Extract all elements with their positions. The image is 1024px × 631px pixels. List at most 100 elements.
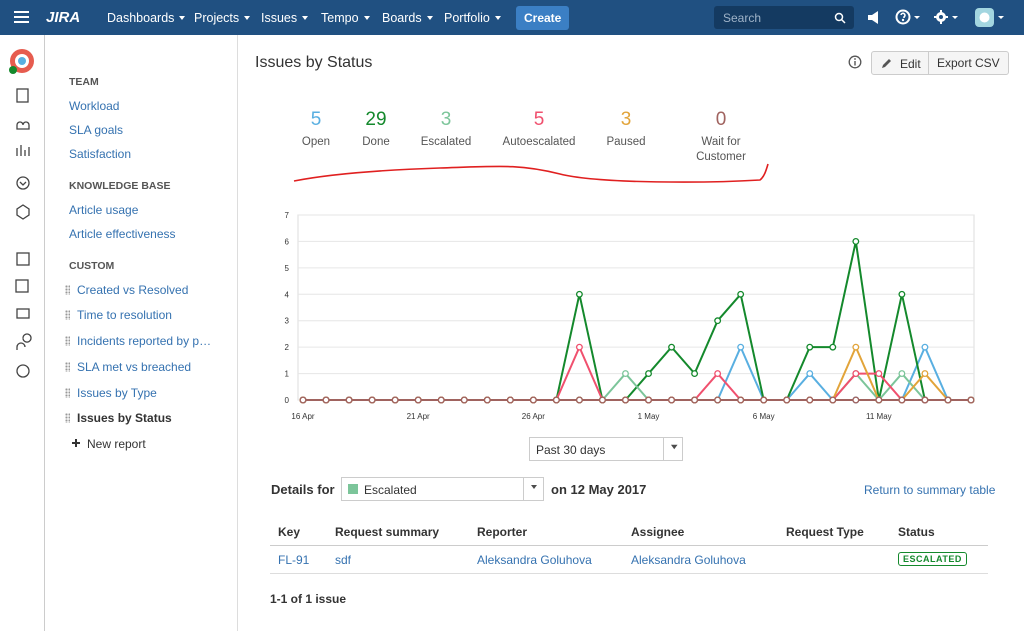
data-point bbox=[737, 290, 745, 298]
report-link[interactable]: Created vs Resolved bbox=[77, 283, 189, 297]
column-header: Key bbox=[278, 525, 301, 539]
x-tick-label: 1 May bbox=[638, 412, 660, 421]
info-icon[interactable] bbox=[848, 55, 862, 69]
summary-label: Open bbox=[301, 136, 331, 148]
data-point bbox=[345, 396, 353, 404]
report-link-current[interactable]: Issues by Status bbox=[77, 411, 172, 425]
report-link[interactable]: Article effectiveness bbox=[69, 227, 176, 241]
data-point bbox=[714, 370, 722, 378]
return-link[interactable]: Return to summary table bbox=[864, 483, 996, 497]
settings-icon[interactable] bbox=[933, 9, 959, 26]
data-point bbox=[575, 343, 583, 351]
data-point bbox=[852, 396, 860, 404]
y-tick-label: 0 bbox=[285, 396, 290, 405]
new-report-link[interactable]: New report bbox=[87, 437, 146, 451]
status-lozenge: ESCALATED bbox=[898, 552, 967, 566]
report-link[interactable]: Incidents reported by p… bbox=[77, 334, 212, 348]
series-line bbox=[303, 372, 971, 402]
range-select[interactable]: Past 30 days bbox=[529, 437, 683, 461]
y-tick-label: 7 bbox=[285, 211, 290, 220]
data-point bbox=[829, 343, 837, 351]
line-chart: 0 1 2 3 4 5 6 7 16 Apr 21 Apr 26 Apr 1 May 6 May 11 M… bbox=[285, 211, 975, 421]
data-point bbox=[898, 370, 906, 378]
report-link[interactable]: Satisfaction bbox=[69, 147, 132, 161]
summary-label: Wait for Customer bbox=[696, 136, 746, 163]
logo[interactable]: JIRA bbox=[46, 9, 81, 26]
avatar[interactable] bbox=[974, 7, 1006, 28]
summary-count: 5 bbox=[310, 109, 322, 130]
data-point bbox=[368, 396, 376, 404]
request-summary[interactable]: sdf bbox=[335, 553, 352, 567]
data-point bbox=[460, 396, 468, 404]
assignee[interactable]: Aleksandra Goluhova bbox=[631, 553, 746, 567]
nav-link[interactable]: Boards bbox=[382, 11, 433, 25]
report-link[interactable]: SLA met vs breached bbox=[77, 360, 192, 374]
nav-icons[interactable] bbox=[14, 88, 32, 388]
data-point bbox=[806, 343, 814, 351]
data-point bbox=[299, 396, 307, 404]
data-point bbox=[921, 396, 929, 404]
data-point bbox=[921, 370, 929, 378]
search-box[interactable]: Search bbox=[714, 6, 854, 29]
menu-icon[interactable] bbox=[14, 11, 30, 24]
nav-link[interactable]: Dashboards bbox=[107, 11, 185, 25]
section-heading: KNOWLEDGE BASE bbox=[69, 180, 171, 192]
data-point bbox=[552, 396, 560, 404]
sidebar: TEAM Workload SLA goals Satisfaction KNO… bbox=[45, 35, 238, 631]
export-button[interactable]: Export CSV bbox=[928, 51, 1009, 75]
report-link[interactable]: Article usage bbox=[69, 203, 139, 217]
report-link[interactable]: Issues by Type bbox=[77, 386, 157, 400]
nav-link[interactable]: Projects bbox=[194, 11, 250, 25]
summary-label: Done bbox=[362, 136, 390, 148]
nav-link[interactable]: Issues bbox=[261, 11, 308, 25]
x-tick-label: 16 Apr bbox=[291, 412, 314, 421]
data-point bbox=[760, 396, 768, 404]
data-point bbox=[622, 370, 629, 378]
summary-count: 3 bbox=[440, 109, 452, 130]
data-point bbox=[875, 370, 883, 378]
data-point bbox=[691, 370, 699, 378]
edit-button[interactable]: Edit bbox=[871, 51, 929, 75]
data-point bbox=[944, 396, 952, 404]
column-header: Request summary bbox=[335, 525, 440, 539]
data-point bbox=[437, 396, 445, 404]
section-heading: CUSTOM bbox=[69, 260, 115, 272]
data-point bbox=[967, 396, 975, 404]
search-icon bbox=[834, 12, 846, 24]
project-avatar[interactable] bbox=[8, 47, 36, 75]
data-point bbox=[806, 396, 814, 404]
data-point bbox=[783, 396, 791, 404]
nav-link[interactable]: Tempo bbox=[321, 11, 370, 25]
reporter[interactable]: Aleksandra Goluhova bbox=[477, 553, 592, 567]
x-tick-label: 26 Apr bbox=[522, 412, 545, 421]
data-point bbox=[829, 396, 837, 404]
data-point bbox=[737, 343, 745, 351]
y-tick-label: 3 bbox=[285, 317, 290, 326]
data-point bbox=[714, 317, 722, 325]
status-select[interactable]: Escalated bbox=[341, 477, 544, 501]
summary-label: Autoescalated bbox=[502, 136, 576, 148]
data-point bbox=[529, 396, 537, 404]
help-icon[interactable] bbox=[895, 9, 921, 26]
data-point bbox=[414, 396, 422, 404]
create-button[interactable]: Create bbox=[516, 6, 570, 30]
report-link[interactable]: SLA goals bbox=[69, 123, 124, 137]
y-tick-label: 2 bbox=[285, 343, 290, 352]
issue-key[interactable]: FL-91 bbox=[278, 553, 310, 567]
data-point bbox=[852, 343, 860, 351]
data-point bbox=[921, 343, 929, 351]
pencil-icon bbox=[882, 59, 891, 68]
status-select-value: Escalated bbox=[364, 483, 417, 497]
nav-link[interactable]: Portfolio bbox=[444, 11, 501, 25]
icon-bar bbox=[0, 35, 45, 631]
plus-icon bbox=[72, 439, 80, 447]
report-link[interactable]: Workload bbox=[69, 99, 120, 113]
page-title: Issues by Status bbox=[255, 54, 373, 71]
plot-frame bbox=[297, 214, 975, 401]
summary-count: 3 bbox=[620, 109, 632, 130]
announce-icon[interactable] bbox=[866, 10, 882, 25]
y-tick-label: 5 bbox=[285, 264, 290, 273]
report-link[interactable]: Time to resolution bbox=[77, 308, 172, 322]
x-tick-label: 6 May bbox=[753, 412, 775, 421]
